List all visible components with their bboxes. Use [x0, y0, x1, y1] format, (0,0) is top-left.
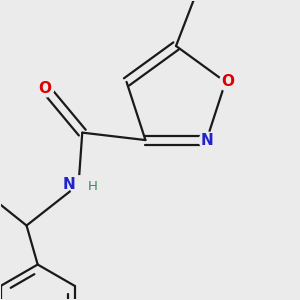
- Text: O: O: [221, 74, 234, 89]
- Text: N: N: [63, 177, 76, 192]
- Text: H: H: [88, 180, 98, 193]
- Text: O: O: [39, 81, 52, 96]
- Text: N: N: [200, 133, 213, 148]
